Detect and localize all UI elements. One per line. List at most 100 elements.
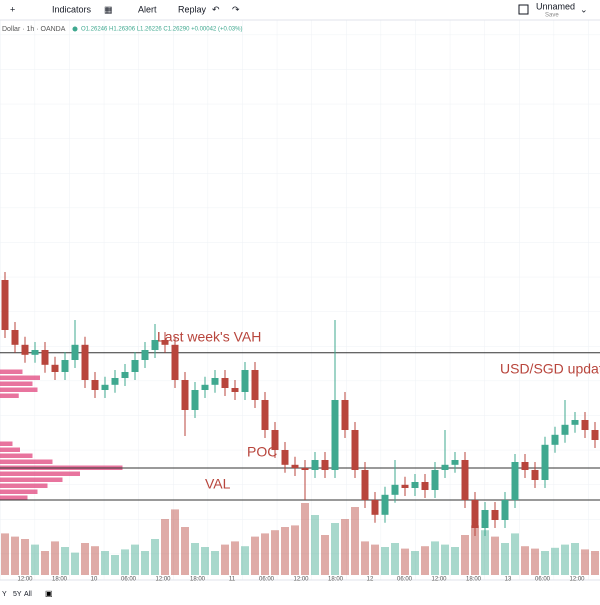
volume-bar <box>131 544 139 575</box>
volume-bar <box>291 525 299 575</box>
candle-body <box>291 464 299 468</box>
candle-body <box>461 460 469 500</box>
x-tick-label: 18:00 <box>328 577 344 583</box>
x-tick-label: 13 <box>505 577 512 583</box>
volume-bar <box>211 551 219 575</box>
candle-body <box>161 340 169 345</box>
x-tick-label: 18:00 <box>190 577 206 583</box>
redo-button[interactable]: ↷ <box>232 4 240 14</box>
candle-body <box>71 344 79 360</box>
volume-bar <box>401 548 409 575</box>
candle-body <box>431 470 439 490</box>
volume-bar <box>521 546 529 575</box>
grid <box>0 20 600 580</box>
candle-body <box>251 370 259 400</box>
volume-bar <box>541 551 549 575</box>
volume-bar <box>431 541 439 575</box>
range-button[interactable]: All <box>24 591 32 598</box>
volume-bar <box>351 507 359 575</box>
x-tick-label: 12:00 <box>155 577 171 583</box>
candle-body <box>391 484 399 495</box>
x-tick-label: 06:00 <box>397 577 413 583</box>
volume-bar <box>171 509 179 575</box>
symbol-legend: Dollar · 1h · OANDA <box>2 26 66 33</box>
volume-bar <box>161 519 169 575</box>
candle-body <box>231 388 239 392</box>
volume-bar <box>201 547 209 575</box>
candle-body <box>501 500 509 520</box>
candle-body <box>491 510 499 520</box>
candle-body <box>411 482 419 488</box>
volume-bar <box>341 519 349 575</box>
candle-body <box>51 364 59 372</box>
candle-body <box>131 360 139 372</box>
volume-profile-bar <box>0 495 28 500</box>
volume-bar <box>221 544 229 575</box>
x-tick-label: 12:00 <box>431 577 447 583</box>
x-tick-label: 11 <box>229 577 236 583</box>
candle-body <box>481 510 489 528</box>
volume-profile-bar <box>0 441 13 446</box>
range-button[interactable]: 5Y <box>13 591 22 598</box>
volume-profile-bar <box>0 375 40 380</box>
candle-body <box>111 378 119 385</box>
alert-button[interactable]: Alert <box>138 4 157 14</box>
toolbar-bg <box>0 0 600 20</box>
volume-bar <box>461 535 469 575</box>
layouts-icon[interactable]: ▦ <box>104 4 113 14</box>
plus-icon[interactable]: + <box>10 4 15 14</box>
candle-body <box>151 340 159 350</box>
candle-body <box>1 280 9 330</box>
volume-profile-bar <box>0 393 19 398</box>
layout-icon[interactable] <box>518 4 529 15</box>
date-range-icon[interactable]: ▣ <box>45 589 53 598</box>
candle-body <box>171 344 179 380</box>
indicators-button[interactable]: Indicators <box>52 4 92 14</box>
toolbar: + Indicators ▦ Alert Replay ↶ ↷ Unnamed … <box>0 0 600 21</box>
volume-profile-bar <box>0 447 20 452</box>
layout-status: Save <box>545 13 559 19</box>
x-tick-label: 06:00 <box>535 577 551 583</box>
volume-bar <box>51 541 59 575</box>
candle-body <box>41 350 49 365</box>
volume-bar <box>251 536 259 575</box>
volume-bar <box>281 527 289 575</box>
candle-body <box>61 360 69 372</box>
volume-profile-bar <box>0 471 80 476</box>
volume-bar <box>271 530 279 575</box>
volume-bar <box>501 543 509 575</box>
level-label: VAL <box>205 476 231 492</box>
candle-body <box>581 420 589 430</box>
candle-body <box>571 420 579 425</box>
candle-body <box>281 450 289 465</box>
volume-bar <box>551 547 559 575</box>
volume-profile-bar <box>0 483 48 488</box>
candle-body <box>351 430 359 470</box>
volume-bar <box>71 552 79 575</box>
volume-bar <box>481 530 489 575</box>
x-tick-label: 18:00 <box>466 577 482 583</box>
undo-button[interactable]: ↶ <box>212 4 220 14</box>
volume-bar <box>511 533 519 575</box>
ohlc-legend: O1.26246 H1.26306 L1.26226 C1.26290 +0.0… <box>81 27 242 33</box>
candle-body <box>561 424 569 435</box>
candle-body <box>361 470 369 500</box>
candle-body <box>81 344 89 380</box>
volume-bar <box>361 541 369 575</box>
candle-body <box>401 484 409 488</box>
layout-name[interactable]: Unnamed <box>536 1 575 11</box>
x-tick-label: 06:00 <box>259 577 275 583</box>
candle-body <box>541 444 549 480</box>
volume-bar <box>441 544 449 575</box>
candle-body <box>271 430 279 450</box>
replay-button[interactable]: Replay <box>178 4 207 14</box>
layout-menu[interactable]: ⌄ <box>580 4 588 14</box>
candle-body <box>321 460 329 470</box>
volume-profile-bar <box>0 387 38 392</box>
candle-body <box>551 434 559 445</box>
volume-bar <box>321 535 329 575</box>
volume-bar <box>21 539 29 575</box>
range-button[interactable]: Y <box>2 591 7 598</box>
x-tick-label: 18:00 <box>52 577 68 583</box>
x-tick-label: 12:00 <box>569 577 585 583</box>
